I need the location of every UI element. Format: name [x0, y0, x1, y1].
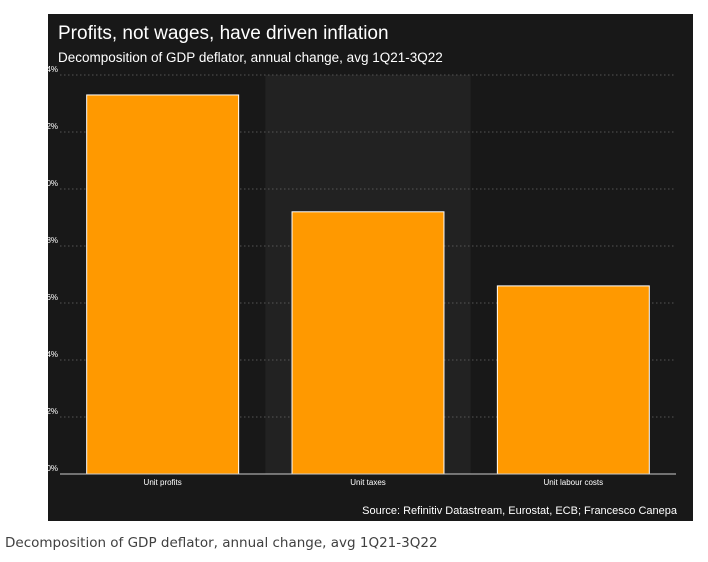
bar-unit-profits — [86, 94, 240, 475]
source-note: Source: Refinitiv Datastream, Eurostat, … — [362, 505, 677, 517]
y-tick-label: 0.0% — [48, 464, 58, 473]
chart-title: Profits, not wages, have driven inflatio… — [58, 23, 389, 44]
chart-panel: Profits, not wages, have driven inflatio… — [48, 14, 693, 521]
figure-caption: Decomposition of GDP deflator, annual ch… — [5, 535, 438, 551]
y-tick-label: 1.0% — [48, 179, 58, 188]
bar-unit-labour-costs — [496, 285, 650, 475]
y-tick-label: 1.4% — [48, 65, 58, 74]
x-tick-label: Unit labour costs — [544, 478, 604, 487]
x-tick-label: Unit profits — [144, 478, 182, 487]
bar-unit-taxes — [291, 211, 445, 475]
x-tick-label: Unit taxes — [350, 478, 386, 487]
y-tick-label: 0.8% — [48, 236, 58, 245]
y-tick-label: 1.2% — [48, 122, 58, 131]
y-tick-label: 0.2% — [48, 407, 58, 416]
y-tick-label: 0.6% — [48, 293, 58, 302]
chart-subtitle: Decomposition of GDP deflator, annual ch… — [58, 50, 443, 65]
y-tick-label: 0.4% — [48, 350, 58, 359]
bar-chart: 0.0% 0.2% 0.4% 0.6% 0.8% 1.0% 1.2% 1.4% Unit pro… — [48, 65, 676, 487]
